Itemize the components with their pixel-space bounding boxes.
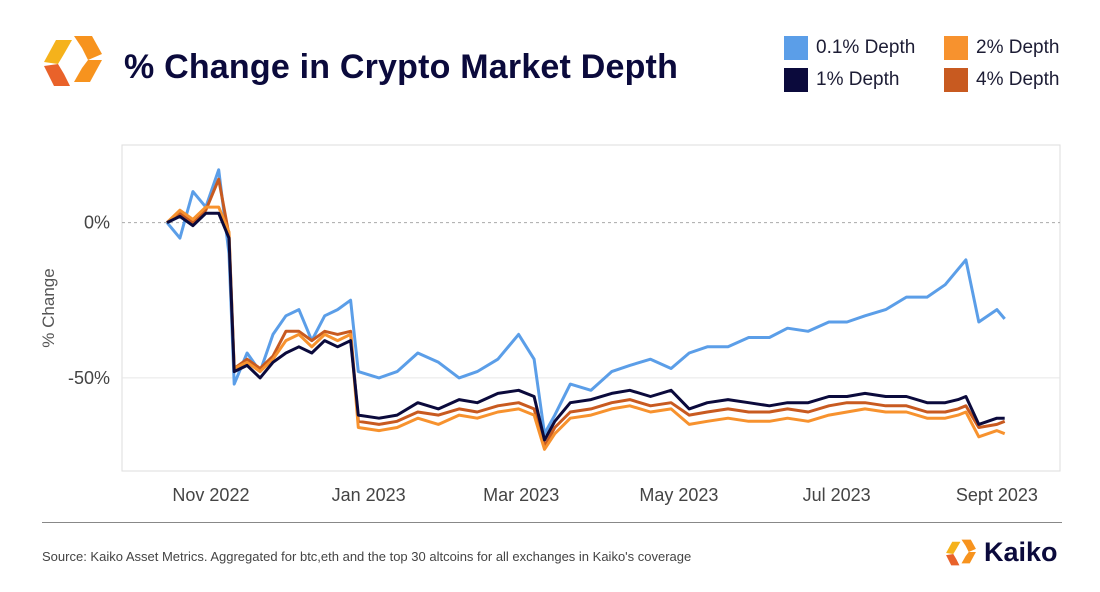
legend-swatch-1 — [784, 68, 808, 92]
x-tick-label-0: Nov 2022 — [172, 485, 249, 505]
legend-item-2: 2% Depth — [944, 36, 1059, 60]
legend-swatch-2 — [944, 36, 968, 60]
series-line-2 — [165, 205, 1006, 451]
legend-item-0: 0.1% Depth — [784, 36, 915, 60]
series-lines — [165, 168, 1006, 451]
grid-lines — [122, 222, 1060, 379]
x-tick-labels: Nov 2022 Jan 2023 Mar 2023 May 2023 Jul 2023… — [172, 485, 1038, 505]
legend-swatch-0 — [784, 36, 808, 60]
series-line-1 — [166, 211, 1005, 442]
legend-item-1: 1% Depth — [784, 68, 899, 92]
x-tick-label-5: Sept 2023 — [956, 485, 1038, 505]
legend-item-3: 4% Depth — [944, 68, 1059, 92]
legend-swatch-3 — [944, 68, 968, 92]
brand-name: Kaiko — [984, 536, 1058, 567]
legend-label-0: 0.1% Depth — [816, 37, 916, 58]
legend-label-3: 4% Depth — [976, 69, 1060, 90]
x-tick-label-4: Jul 2023 — [803, 485, 871, 505]
x-tick-label-2: Mar 2023 — [483, 485, 559, 505]
y-tick-label-0: 0% — [84, 213, 110, 233]
x-tick-label-1: Jan 2023 — [332, 485, 406, 505]
plot-area — [121, 144, 1061, 472]
page-title: % Change in Crypto Market Depth — [124, 48, 679, 86]
brand-logo: Kaiko — [944, 534, 1058, 570]
chart-legend: 0.1% Depth 2% Depth 1% Depth 4% Depth — [784, 36, 1084, 100]
y-tick-labels: 0% -50% — [68, 213, 110, 388]
kaiko-logo-icon — [44, 36, 102, 86]
y-axis-label: % Change — [39, 268, 58, 347]
footer-divider — [42, 522, 1062, 523]
kaiko-brand-icon — [946, 539, 976, 566]
x-tick-label-3: May 2023 — [639, 485, 718, 505]
legend-label-2: 2% Depth — [976, 37, 1060, 58]
source-note: Source: Kaiko Asset Metrics. Aggregated … — [42, 549, 692, 564]
legend-label-1: 1% Depth — [816, 69, 900, 90]
y-tick-label-1: -50% — [68, 368, 110, 388]
